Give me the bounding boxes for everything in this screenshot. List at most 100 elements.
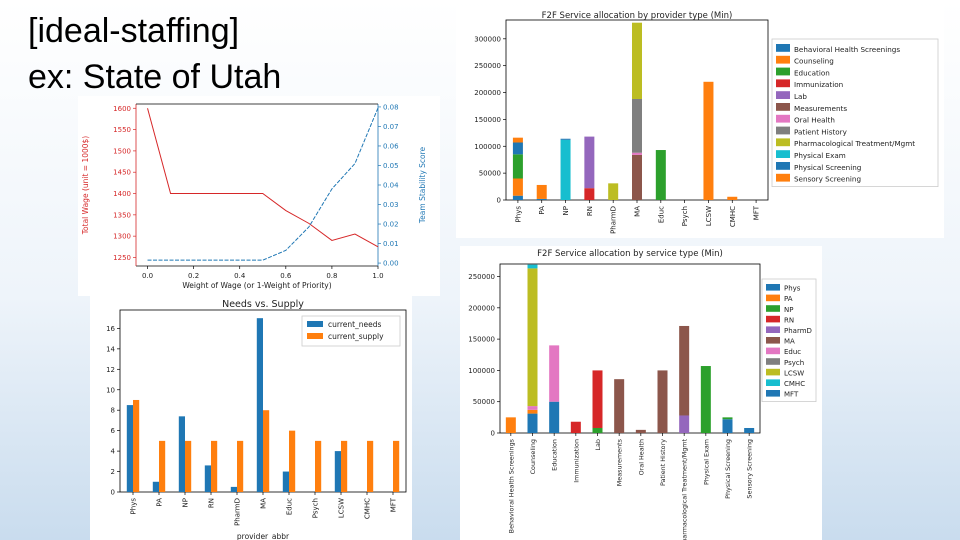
bar-segment [527, 406, 538, 410]
y-tick-label: 1450 [113, 169, 131, 177]
x-tick-label: 0.8 [326, 272, 337, 280]
wage-stability-chart: 0.0 0.2 0.4 0.6 0.8 1.0 1250 1300 1350 1400 1450 15… [78, 96, 440, 296]
bar [393, 440, 400, 492]
legend-swatch [776, 91, 790, 99]
x-tick-label: 0.4 [234, 272, 246, 280]
x-tick-label: Phys [514, 206, 522, 223]
y-tick-label: 16 [106, 325, 115, 333]
x-tick-label: Psych [312, 498, 320, 518]
legend-label: current_supply [328, 332, 384, 341]
legend-swatch [766, 358, 780, 365]
y2-tick-label: 0.08 [383, 103, 399, 111]
bar [178, 416, 185, 492]
x-tick-label: 1.0 [372, 272, 383, 280]
bar [263, 410, 270, 492]
legend-swatch [776, 150, 790, 158]
x-tick-label: Patient History [659, 439, 667, 486]
bar [367, 440, 374, 492]
legend-swatch [766, 305, 780, 312]
y-tick-label: 300000 [474, 35, 501, 43]
x-axis-label: provider_abbr [237, 532, 290, 540]
bar [341, 440, 348, 492]
bar [237, 440, 244, 492]
bar-segment [614, 379, 625, 433]
stability-series-line [147, 107, 379, 261]
needs-vs-supply-chart-svg: Needs vs. Supply 0 2 4 6 8 10 12 14 16 Phys PA NP RN P… [106, 299, 407, 540]
y-tick-label: 0 [491, 430, 495, 438]
legend-label: Pharmacological Treatment/Mgmt [794, 139, 915, 148]
legend-label: current_needs [328, 320, 382, 329]
x-tick-label: MFT [753, 205, 761, 220]
y-tick-label: 50000 [473, 398, 495, 406]
legend-swatch [776, 126, 790, 135]
bar-segment [727, 196, 738, 200]
bar-segment [744, 427, 755, 433]
bar-segment [584, 188, 595, 200]
x-tick-label: Measurements [616, 438, 624, 486]
y-tick-label: 200000 [474, 89, 501, 97]
x-tick-label: Oral Health [637, 439, 645, 475]
x-tick-label: PharmD [610, 206, 618, 234]
bar-segment [527, 268, 538, 407]
bar [230, 486, 237, 492]
legend-label: Educ [784, 348, 801, 356]
y-tick-label: 1600 [113, 105, 131, 113]
bar-segment [570, 421, 581, 433]
bar-segment [655, 150, 666, 200]
provider-type-allocation-chart-svg: F2F Service allocation by provider type … [474, 11, 939, 234]
y2-tick-label: 0.01 [383, 240, 399, 248]
legend-swatch [766, 379, 780, 386]
y-tick-label: 150000 [474, 116, 501, 124]
bar-segment [722, 419, 733, 433]
legend-label: Behavioral Health Screenings [794, 45, 900, 54]
slide-title-line-1: [ideal-staffing] [28, 12, 240, 50]
legend-label: MFT [784, 391, 799, 399]
y-tick-label: 250000 [474, 62, 501, 70]
bar-segment [632, 22, 642, 99]
chart-title: F2F Service allocation by provider type … [542, 11, 733, 21]
wage-stability-chart-svg: 0.0 0.2 0.4 0.6 0.8 1.0 1250 1300 1350 1400 1450 15… [81, 103, 427, 290]
x-tick-label: PA [156, 498, 164, 507]
y2-tick-label: 0.00 [383, 260, 399, 268]
bar-segment [592, 427, 603, 433]
legend-swatch [766, 326, 780, 333]
y-tick-label: 8 [111, 407, 115, 415]
x-tick-label: Lab [594, 439, 602, 451]
bar-segment [512, 178, 523, 196]
legend-box [771, 38, 939, 188]
bar-segment [632, 154, 642, 200]
bar [133, 399, 140, 492]
y-tick-label: 250000 [468, 273, 495, 281]
y-tick-label: 50000 [479, 170, 501, 178]
y2-axis-label: Team Stability Score [418, 146, 427, 224]
x-tick-label: Phys [130, 498, 138, 515]
x-tick-label: Educ [286, 498, 294, 515]
legend-label: PA [784, 295, 793, 303]
legend-label: CMHC [784, 380, 805, 388]
bar [289, 430, 296, 492]
x-tick-label: Pharmacological Treatment/Mgmt [681, 439, 689, 540]
x-tick-label: Immunization [572, 439, 580, 483]
bar-segment [584, 136, 595, 189]
y2-tick-label: 0.07 [383, 123, 399, 131]
legend-swatch [307, 321, 323, 327]
legend-label: Oral Health [794, 116, 835, 125]
y-tick-label: 1250 [113, 254, 131, 262]
y-tick-label: 1400 [113, 190, 131, 198]
bar-segment [632, 152, 642, 155]
wage-series-line [147, 108, 379, 248]
legend-swatch [776, 55, 790, 64]
bar-segment [536, 198, 547, 200]
legend-label: Psych [784, 359, 804, 367]
legend-swatch [776, 173, 790, 182]
legend-swatch [766, 337, 780, 344]
bar-segment [527, 264, 538, 269]
bar [159, 440, 166, 492]
legend-label: Sensory Screening [794, 175, 861, 184]
x-tick-label: NP [562, 206, 570, 215]
x-tick-label: Physical Screening [724, 439, 732, 499]
bar [152, 481, 159, 492]
bar-segment [703, 81, 714, 200]
legend-label: Immunization [794, 80, 843, 89]
bar [334, 451, 341, 492]
